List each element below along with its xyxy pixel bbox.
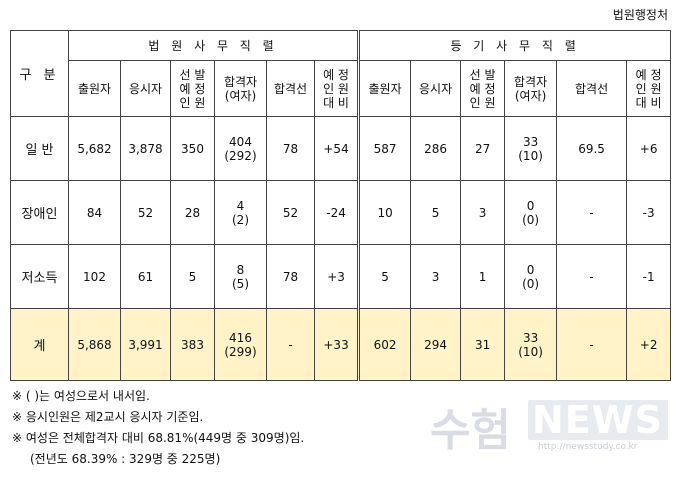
registry-cell: 33 (10) bbox=[504, 116, 558, 181]
court-cell: 61 bbox=[120, 244, 171, 309]
court-cell: 8 (5) bbox=[214, 244, 267, 309]
court-cell: 3,878 bbox=[120, 116, 171, 181]
registry-cell: 33 (10) bbox=[504, 308, 558, 381]
court-cell: -24 bbox=[313, 180, 360, 245]
court-cell: 3,991 bbox=[120, 308, 171, 381]
registry-cell: - bbox=[556, 308, 628, 381]
registry-cell: 10 bbox=[357, 180, 412, 245]
registry-cell: 27 bbox=[460, 116, 506, 181]
watermark-url: http://newsstudy.co.kr bbox=[538, 442, 638, 452]
registry-cell: -3 bbox=[626, 180, 672, 245]
court-cell: 416 (299) bbox=[214, 308, 267, 381]
court-cell: +33 bbox=[313, 308, 360, 381]
court-cell: +54 bbox=[313, 116, 360, 181]
registry-cell: 286 bbox=[410, 116, 462, 181]
court-cell: 383 bbox=[170, 308, 215, 381]
court-cell: 5,682 bbox=[68, 116, 121, 181]
footnote-applicants: ※ 응시인원은 제2교시 응시자 기준임. bbox=[12, 410, 204, 424]
registry-cell: -1 bbox=[626, 244, 672, 309]
registry-cell: 602 bbox=[357, 308, 412, 381]
court-column-header: 합격자 (여자) bbox=[214, 60, 267, 117]
registry-cell: 31 bbox=[460, 308, 506, 381]
court-cell: - bbox=[266, 308, 315, 381]
registry-column-header: 합격선 bbox=[556, 60, 628, 117]
watermark-box bbox=[528, 400, 668, 440]
court-cell: 52 bbox=[120, 180, 171, 245]
court-cell: 78 bbox=[266, 244, 315, 309]
table-row: 장애인 84 52 28 4 (2) 52 -24 10 5 3 0 (0) - -3 bbox=[10, 180, 672, 245]
footnote-female: ※ ( )는 여성으로서 내서임. bbox=[12, 389, 150, 403]
registry-cell: +6 bbox=[626, 116, 672, 181]
registry-cell: - bbox=[556, 180, 628, 245]
court-cell: 78 bbox=[266, 116, 315, 181]
court-cell: +3 bbox=[313, 244, 360, 309]
court-cell: 404 (292) bbox=[214, 116, 267, 181]
court-cell: 5,868 bbox=[68, 308, 121, 381]
row-label: 저소득 bbox=[10, 244, 69, 309]
watermark-logo: 수험 NEWS http://newsstudy.co.kr bbox=[430, 392, 670, 462]
registry-cell: 5 bbox=[357, 244, 412, 309]
registry-group-header: 등 기 사 무 직 렬 bbox=[357, 30, 672, 61]
footnotes: ※ ( )는 여성으로서 내서임. ※ 응시인원은 제2교시 응시자 기준임. … bbox=[12, 386, 304, 470]
registry-cell: - bbox=[556, 244, 628, 309]
total-row: 계 5,868 3,991 383 416 (299) - +33 602 294 31 33 (10)… bbox=[10, 308, 672, 381]
court-column-header: 응시자 bbox=[120, 60, 171, 117]
court-cell: 350 bbox=[170, 116, 215, 181]
table-row: 일 반 5,682 3,878 350 404 (292) 78 +54 587 286 27 33(… bbox=[10, 116, 672, 181]
registry-cell: 0 (0) bbox=[504, 180, 558, 245]
registry-cell: 294 bbox=[410, 308, 462, 381]
court-cell: 84 bbox=[68, 180, 121, 245]
court-cell: 52 bbox=[266, 180, 315, 245]
registry-column-header: 출원자 bbox=[357, 60, 412, 117]
registry-cell: 0 (0) bbox=[504, 244, 558, 309]
row-label: 장애인 bbox=[10, 180, 69, 245]
registry-column-header: 합격자 (여자) bbox=[504, 60, 558, 117]
court-cell: 5 bbox=[170, 244, 215, 309]
row-label: 일 반 bbox=[10, 116, 69, 181]
registry-cell: 5 bbox=[410, 180, 462, 245]
court-cell: 102 bbox=[68, 244, 121, 309]
registry-cell: 3 bbox=[410, 244, 462, 309]
registry-cell: 3 bbox=[460, 180, 506, 245]
row-label: 계 bbox=[10, 308, 69, 381]
registry-column-header: 응시자 bbox=[410, 60, 462, 117]
registry-cell: 587 bbox=[357, 116, 412, 181]
registry-cell: 1 bbox=[460, 244, 506, 309]
watermark-english: NEWS bbox=[532, 398, 664, 442]
court-column-header: 출원자 bbox=[68, 60, 121, 117]
court-group-header: 법 원 사 무 직 렬 bbox=[67, 30, 360, 61]
court-cell: 4 (2) bbox=[214, 180, 267, 245]
footnote-ratio: ※ 여성은 전체합격자 대비 68.81%(449명 중 309명)임. bbox=[12, 431, 305, 445]
registry-cell: 69.5 bbox=[556, 116, 628, 181]
table-row: 저소득 102 61 5 8 (5) 78 +3 5 3 1 0 (0) - -1 bbox=[10, 244, 672, 309]
court-column-header: 합격선 bbox=[266, 60, 315, 117]
source-label: 법원행정처 bbox=[612, 8, 668, 22]
registry-cell: +2 bbox=[626, 308, 672, 381]
footnote-previous-year: (전년도 68.39% : 329명 중 225명) bbox=[30, 452, 221, 466]
category-header: 구 분 bbox=[10, 30, 69, 117]
court-cell: 28 bbox=[170, 180, 215, 245]
watermark-korean: 수험 bbox=[430, 405, 511, 456]
